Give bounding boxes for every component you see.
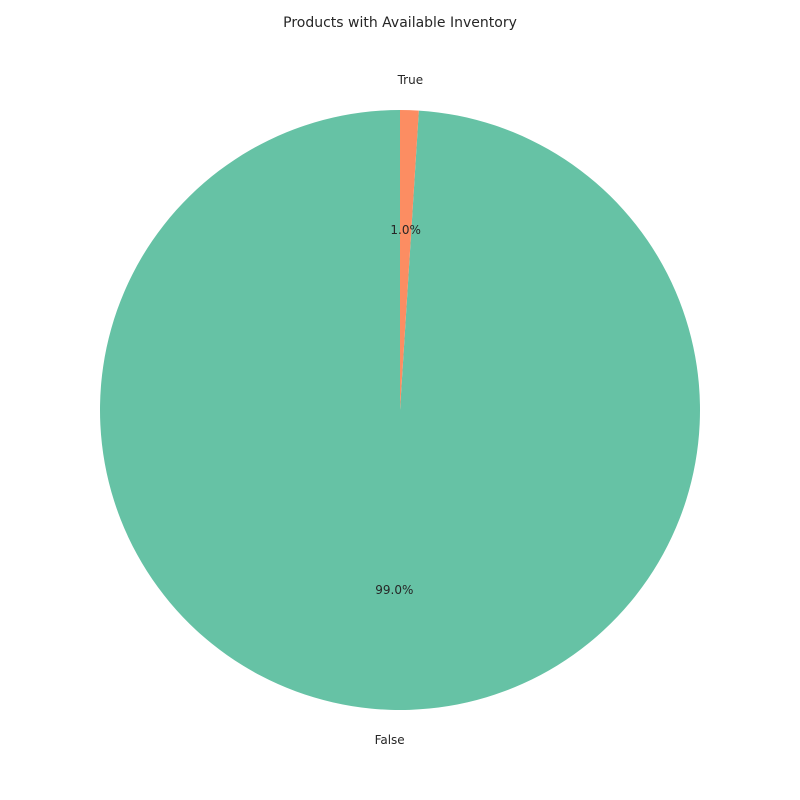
pie-slice-false: [100, 110, 700, 711]
chart-title: Products with Available Inventory: [283, 15, 517, 31]
slice-label-true: True: [397, 73, 424, 87]
slice-label-false: False: [375, 733, 405, 747]
slice-percent-true: 1.0%: [390, 223, 421, 237]
slice-percent-false: 99.0%: [375, 583, 413, 597]
pie-slice-true: [400, 110, 419, 410]
pie-labels: False 99.0% True 1.0%: [375, 73, 424, 747]
pie-slices: [100, 110, 700, 711]
